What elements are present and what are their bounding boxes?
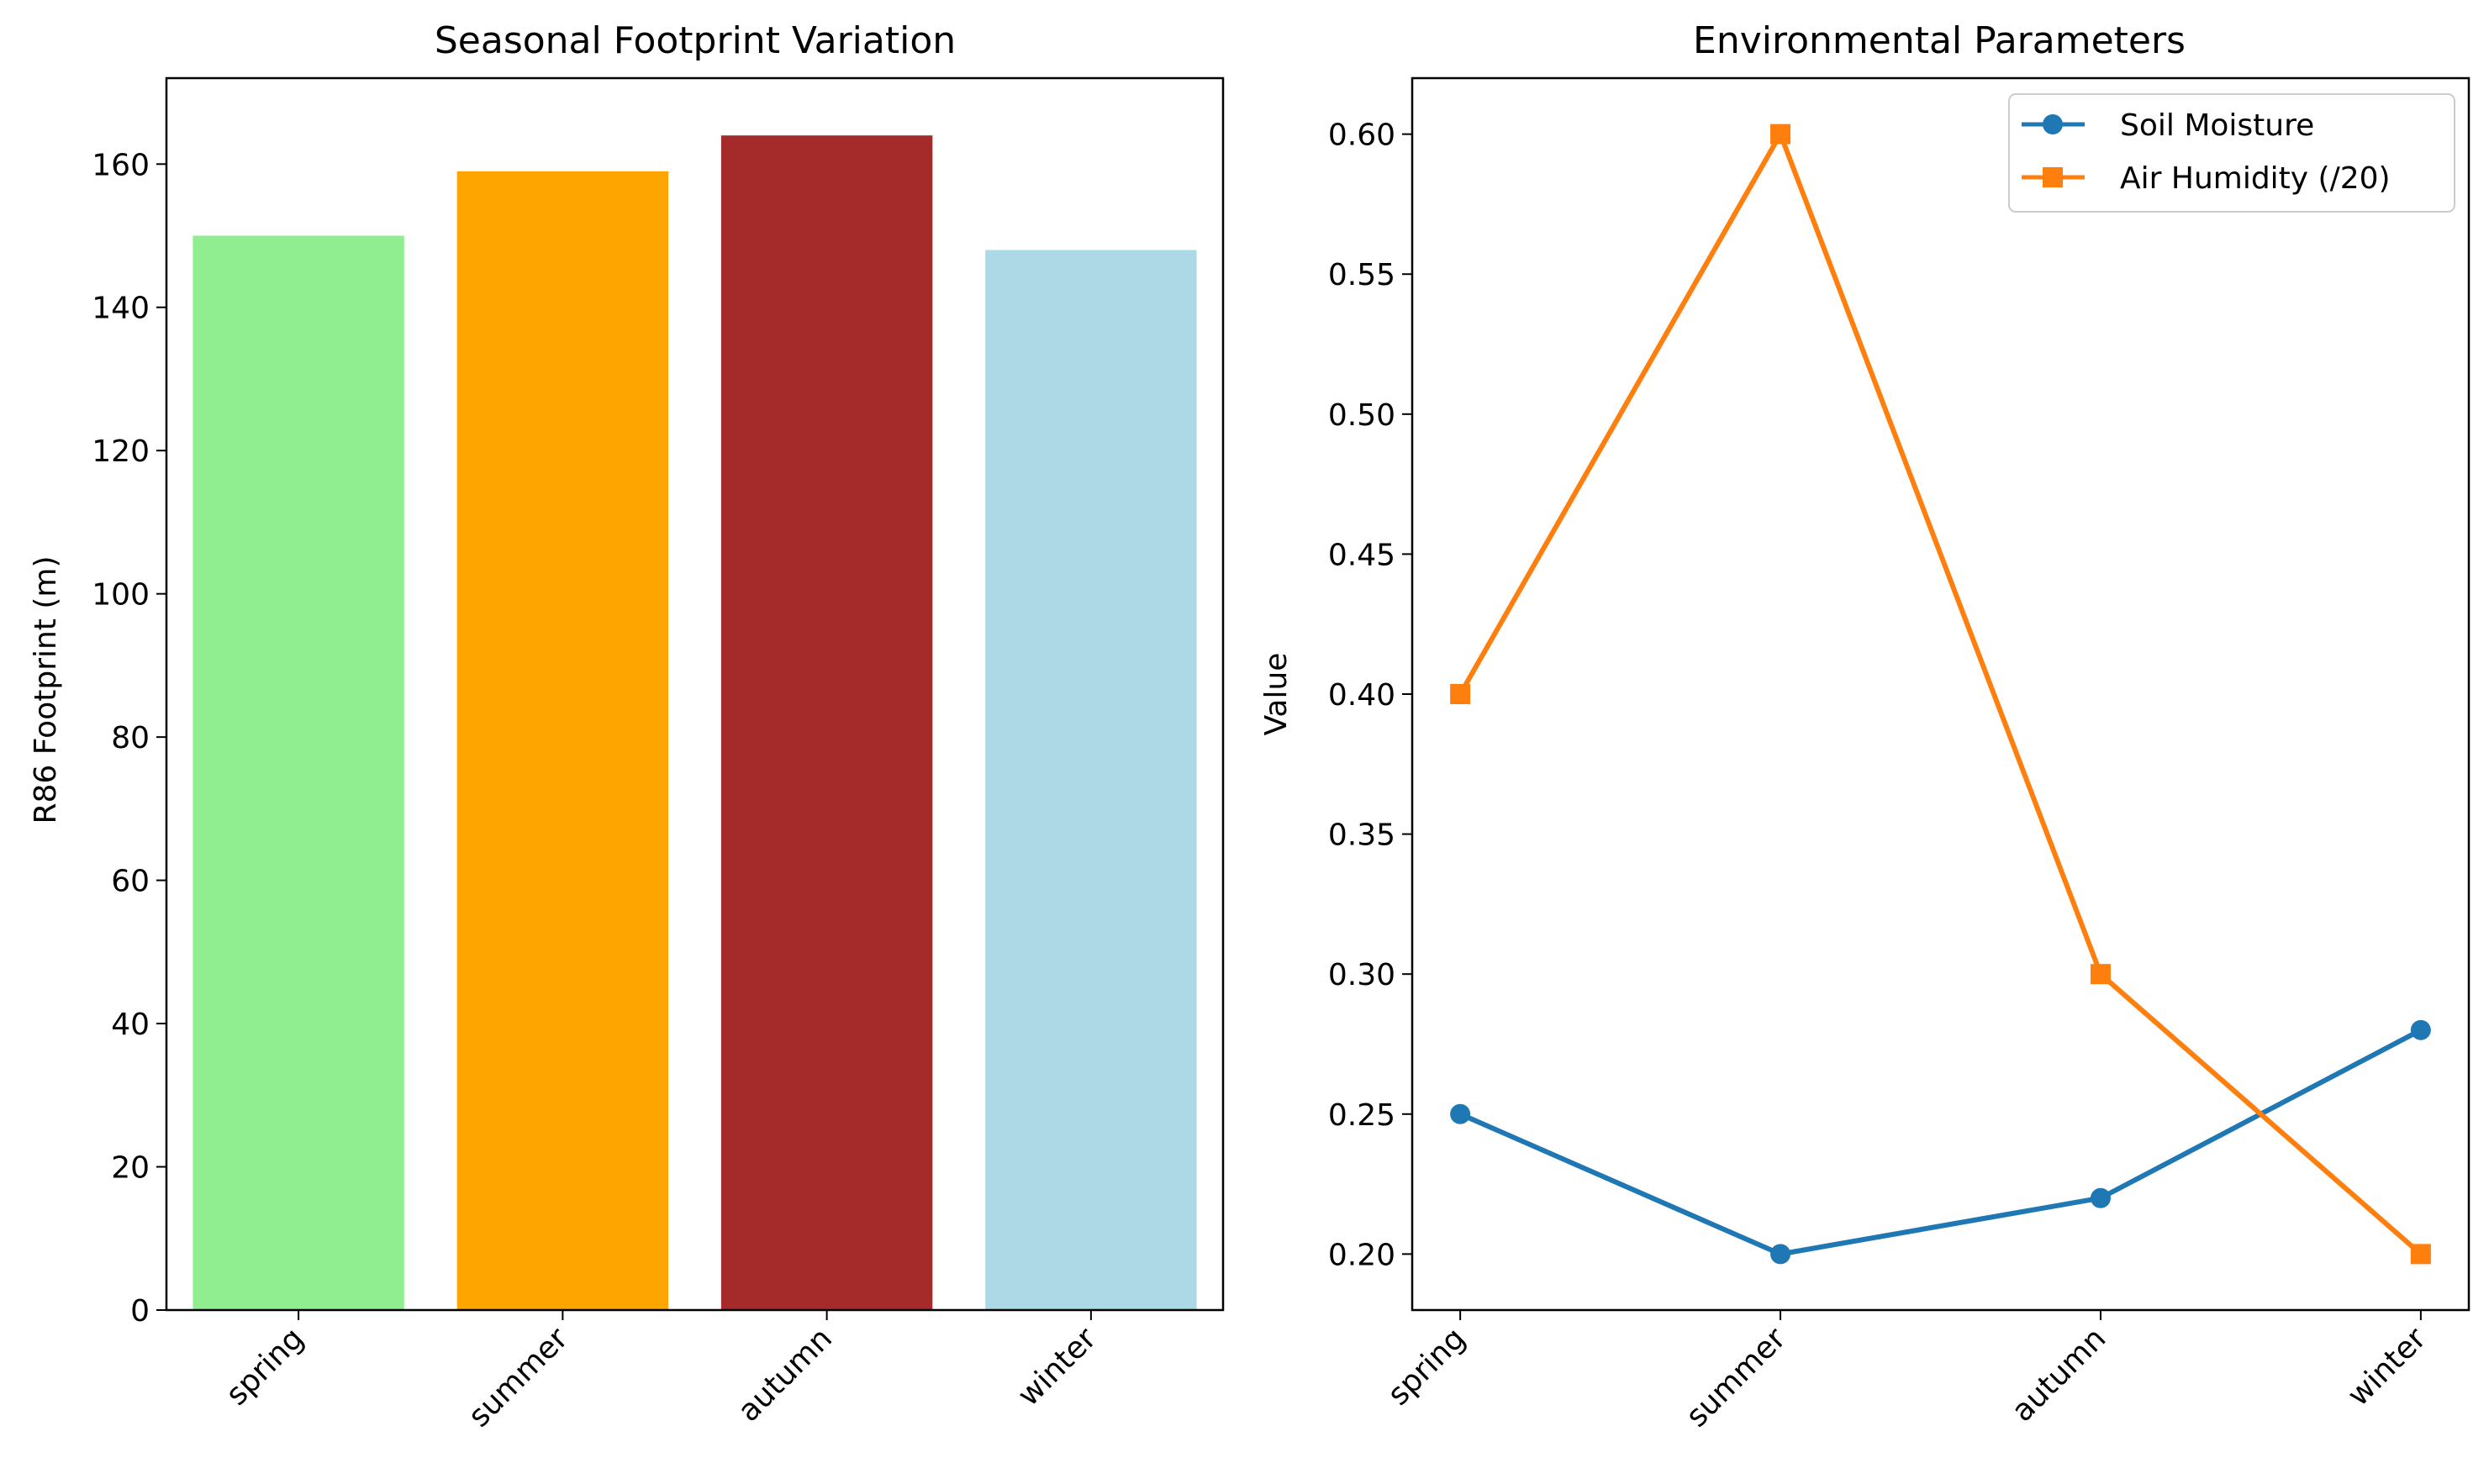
- y-tick-label: 0.45: [1328, 538, 1395, 572]
- bar-chart-frame: [165, 76, 1225, 1312]
- bar-chart-y-axis-label: R86 Footprint (m): [29, 555, 63, 824]
- point-air-humidity-20: [2410, 1244, 2431, 1265]
- point-soil-moisture: [1770, 1244, 1791, 1265]
- legend-item-soil-moisture: Soil Moisture: [2022, 108, 2314, 143]
- line-series-group: [1450, 124, 2431, 1265]
- y-tick-label: 0.55: [1328, 258, 1395, 292]
- bar-winter: [985, 250, 1197, 1311]
- point-air-humidity-20: [1770, 124, 1791, 145]
- y-tick-label: 0.30: [1328, 958, 1395, 992]
- point-air-humidity-20: [1450, 684, 1471, 704]
- line-chart-title: Environmental Parameters: [1693, 19, 2186, 62]
- bar-group: [192, 135, 1197, 1311]
- y-tick-label: 160: [92, 148, 150, 182]
- y-tick-label: 40: [111, 1008, 150, 1042]
- legend-marker-air-humidity: [2043, 167, 2063, 187]
- legend-box: [2008, 93, 2455, 213]
- series-line-air-humidity-20: [1458, 131, 2423, 1256]
- y-tick-label: 0: [130, 1294, 150, 1329]
- bar-chart-y-axis: 0 20 40 60 80 100 120 140 160: [92, 148, 166, 1329]
- line-chart-y-axis-label: Value: [1259, 653, 1294, 736]
- y-tick-label: 0.60: [1328, 118, 1395, 153]
- point-soil-moisture: [2090, 1187, 2111, 1208]
- line-chart-y-axis: 0.20 0.25 0.30 0.35 0.40 0.45 0.50 0.55 0.60: [1328, 118, 1412, 1272]
- y-tick-label: 60: [111, 865, 150, 899]
- legend-item-air-humidity: Air Humidity (/20): [2022, 161, 2391, 196]
- y-tick-label: 80: [111, 721, 150, 755]
- point-air-humidity-20: [2090, 964, 2111, 985]
- legend-label-air-humidity: Air Humidity (/20): [2120, 161, 2391, 196]
- point-soil-moisture: [1450, 1103, 1471, 1124]
- legend-label-soil-moisture: Soil Moisture: [2120, 108, 2314, 143]
- bar-autumn: [720, 135, 933, 1311]
- y-tick-label: 0.35: [1328, 818, 1395, 853]
- y-tick-label: 0.25: [1328, 1098, 1395, 1133]
- y-tick-label: 100: [92, 578, 150, 613]
- y-tick-label: 0.20: [1328, 1238, 1395, 1272]
- legend-marker-soil-moisture: [2043, 114, 2063, 134]
- line-chart-frame: [1411, 76, 2471, 1312]
- y-tick-label: 20: [111, 1151, 150, 1186]
- y-tick-label: 140: [92, 292, 150, 326]
- bar-chart-panel: Seasonal Footprint Variation 0 20 40 60 80 10…: [29, 19, 1225, 1434]
- point-soil-moisture: [2410, 1019, 2431, 1040]
- bar-chart-title: Seasonal Footprint Variation: [435, 19, 956, 62]
- bar-summer: [456, 171, 669, 1310]
- y-tick-label: 0.40: [1328, 678, 1395, 713]
- legend: Soil Moisture Air Humidity (/20): [2008, 93, 2455, 213]
- bar-spring: [192, 235, 404, 1311]
- y-tick-label: 120: [92, 434, 150, 469]
- y-tick-label: 0.50: [1328, 398, 1395, 433]
